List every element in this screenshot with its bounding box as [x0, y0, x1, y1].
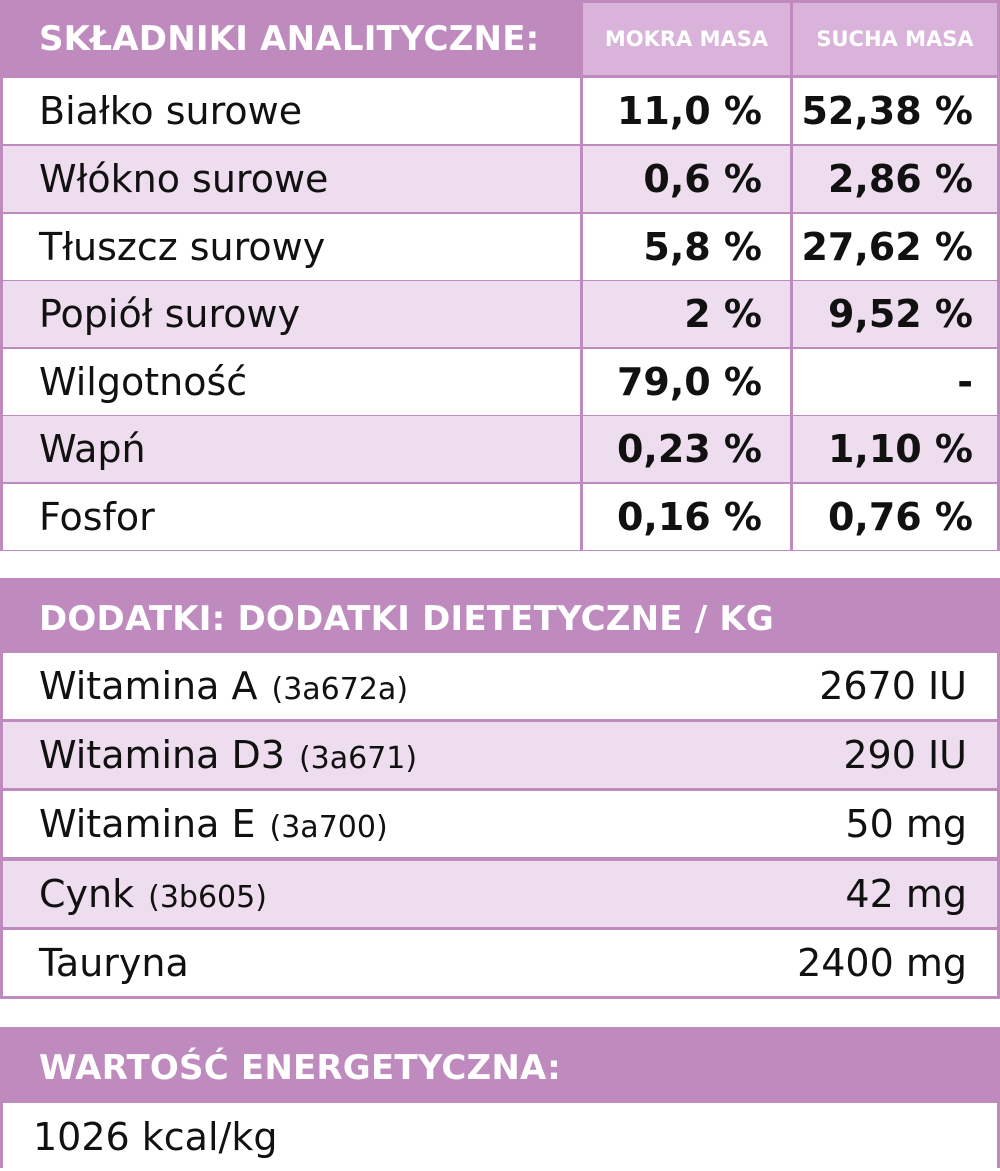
additive-code: (3b605) [148, 880, 267, 915]
energy-value-table: WARTOŚĆ ENERGETYCZNA: 1026 kcal/kg [0, 1027, 1000, 1168]
additives-table: DODATKI: DODATKI DIETETYCZNE / KG Witami… [0, 578, 1000, 999]
table-row: Wilgotność 79,0 % - [3, 349, 997, 415]
table-row: Witamina D3 (3a671) 290 IU [3, 722, 997, 788]
table-row: Tłuszcz surowy 5,8 % 27,62 % [3, 214, 997, 280]
additive-name: Witamina D3 [39, 733, 285, 777]
additive-name-cell: Witamina A (3a672a) [39, 653, 408, 723]
table-row: Witamina E (3a700) 50 mg [3, 791, 997, 857]
additive-code: (3a672a) [271, 672, 409, 707]
table-row: Witamina A (3a672a) 2670 IU [3, 653, 997, 719]
dry-mass-value: 1,10 % [793, 416, 997, 482]
dry-mass-value: - [793, 349, 997, 415]
table-row: Cynk (3b605) 42 mg [3, 861, 997, 927]
additive-value: 290 IU [843, 733, 967, 777]
column-header-wet-mass: MOKRA MASA [583, 3, 790, 75]
analytic-constituents-table: SKŁADNIKI ANALITYCZNE: MOKRA MASA SUCHA … [0, 0, 1000, 551]
nutrient-name: Włókno surowe [3, 146, 580, 212]
table-row: Białko surowe 11,0 % 52,38 % [3, 78, 997, 144]
nutrient-name: Wilgotność [3, 349, 580, 415]
dry-mass-value: 0,76 % [793, 484, 997, 550]
nutrient-name: Popiół surowy [3, 281, 580, 347]
analytic-title: SKŁADNIKI ANALITYCZNE: [3, 3, 580, 75]
additive-name: Witamina E [39, 802, 256, 846]
table-row: Tauryna 2400 mg [3, 930, 997, 996]
nutrient-name: Wapń [3, 416, 580, 482]
table-row: Fosfor 0,16 % 0,76 % [3, 484, 997, 550]
dry-mass-value: 52,38 % [793, 78, 997, 144]
additive-value: 50 mg [845, 802, 967, 846]
additives-title: DODATKI: DODATKI DIETETYCZNE / KG [3, 581, 997, 653]
additive-value: 42 mg [845, 872, 967, 916]
additive-name: Cynk [39, 872, 135, 916]
wet-mass-value: 0,23 % [583, 416, 790, 482]
energy-title: WARTOŚĆ ENERGETYCZNA: [3, 1030, 997, 1100]
table-row: Włókno surowe 0,6 % 2,86 % [3, 146, 997, 212]
additive-name-cell: Witamina E (3a700) [39, 791, 388, 861]
column-header-dry-mass: SUCHA MASA [793, 3, 997, 75]
additive-value: 2400 mg [797, 941, 967, 985]
dry-mass-value: 9,52 % [793, 281, 997, 347]
table-row: Wapń 0,23 % 1,10 % [3, 416, 997, 482]
wet-mass-value: 11,0 % [583, 78, 790, 144]
dry-mass-value: 27,62 % [793, 214, 997, 280]
wet-mass-value: 5,8 % [583, 214, 790, 280]
wet-mass-value: 2 % [583, 281, 790, 347]
additive-name-cell: Tauryna [39, 930, 203, 1000]
wet-mass-value: 0,16 % [583, 484, 790, 550]
additive-code: (3a700) [269, 810, 388, 845]
additive-name-cell: Witamina D3 (3a671) [39, 722, 417, 792]
analytic-header-row: SKŁADNIKI ANALITYCZNE: MOKRA MASA SUCHA … [3, 3, 997, 75]
additive-name: Tauryna [39, 941, 189, 985]
additive-code: (3a671) [298, 741, 418, 776]
nutrient-name: Białko surowe [3, 78, 580, 144]
additive-name-cell: Cynk (3b605) [39, 861, 267, 931]
wet-mass-value: 79,0 % [583, 349, 790, 415]
energy-value: 1026 kcal/kg [3, 1103, 997, 1168]
nutrient-name: Tłuszcz surowy [3, 214, 580, 280]
table-row: Popiół surowy 2 % 9,52 % [3, 281, 997, 347]
additive-name: Witamina A [39, 664, 258, 708]
dry-mass-value: 2,86 % [793, 146, 997, 212]
wet-mass-value: 0,6 % [583, 146, 790, 212]
nutrient-name: Fosfor [3, 484, 580, 550]
additive-value: 2670 IU [819, 664, 967, 708]
